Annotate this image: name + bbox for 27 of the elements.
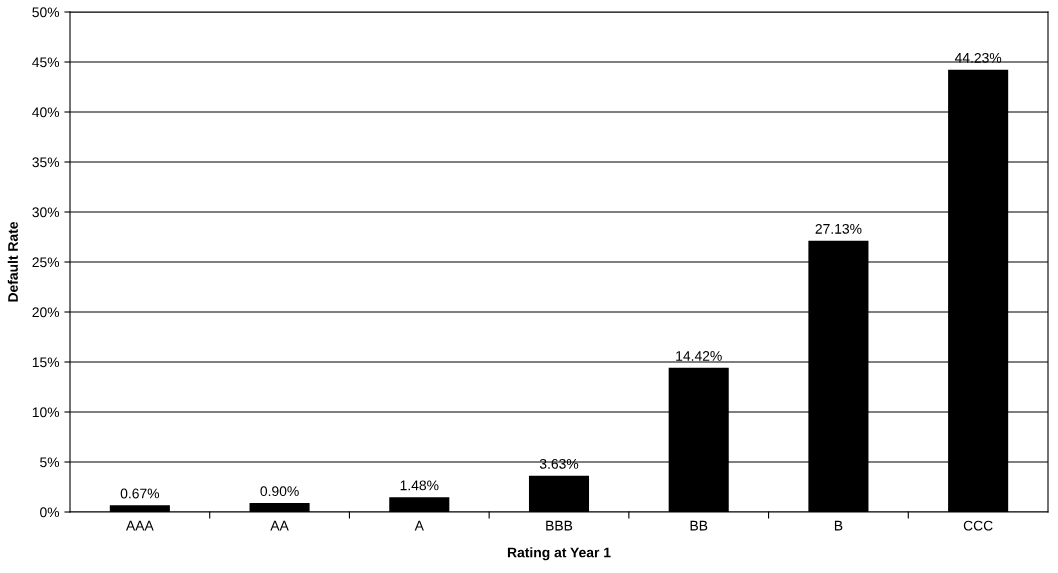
data-label: 44.23% xyxy=(954,52,1002,63)
y-tick-label: 5% xyxy=(40,457,60,468)
y-tick-label: 15% xyxy=(32,357,60,368)
data-label: 27.13% xyxy=(815,223,862,234)
x-axis-title: Rating at Year 1 xyxy=(507,547,611,561)
y-tick-label: 30% xyxy=(32,207,60,218)
x-tick-label: AAA xyxy=(125,520,154,531)
y-tick-label: 50% xyxy=(32,7,60,18)
y-tick-label: 25% xyxy=(32,257,60,268)
x-tick-label: A xyxy=(414,520,424,531)
x-tick-label: BBB xyxy=(546,520,573,531)
x-tick-label: CCC xyxy=(963,520,993,531)
data-label: 0.67% xyxy=(120,488,160,499)
data-label: 1.48% xyxy=(400,480,439,491)
y-tick-label: 40% xyxy=(32,107,60,118)
y-tick-label: 0% xyxy=(40,507,60,518)
x-tick-label: AA xyxy=(270,520,289,531)
y-tick-label: 20% xyxy=(32,307,60,318)
data-label: 14.42% xyxy=(676,351,722,361)
x-tick-label: BB xyxy=(690,520,708,531)
y-tick-label: 10% xyxy=(32,407,60,418)
y-tick-label: 45% xyxy=(32,57,60,68)
x-tick-label: B xyxy=(834,520,843,531)
y-axis-title: Default Rate xyxy=(7,221,18,302)
data-label: 0.90% xyxy=(260,486,299,497)
data-label: 3.63% xyxy=(539,458,579,469)
y-tick-label: 35% xyxy=(32,157,60,168)
